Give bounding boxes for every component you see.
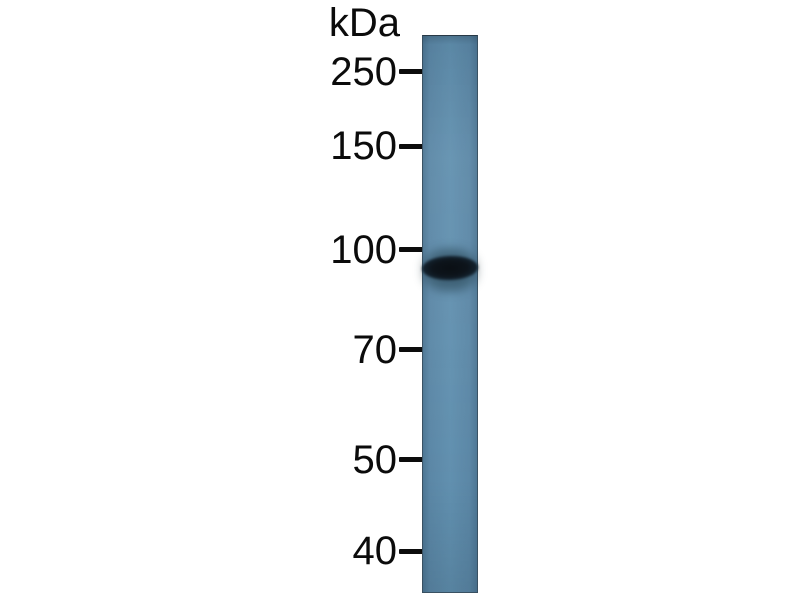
marker-label-40: 40 bbox=[352, 529, 398, 573]
tick-mark-40 bbox=[399, 549, 424, 554]
marker-label-70: 70 bbox=[352, 328, 398, 372]
blot-lane bbox=[420, 35, 480, 593]
tick-mark-50 bbox=[399, 457, 424, 462]
marker-label-100: 100 bbox=[330, 228, 397, 272]
tick-mark-70 bbox=[399, 347, 424, 352]
marker-label-50: 50 bbox=[352, 438, 398, 482]
marker-label-150: 150 bbox=[330, 124, 397, 168]
tick-mark-100 bbox=[399, 247, 424, 252]
tick-mark-150 bbox=[399, 144, 424, 149]
unit-label: kDa bbox=[328, 1, 400, 45]
marker-label-250: 250 bbox=[330, 50, 397, 94]
tick-mark-250 bbox=[399, 69, 424, 74]
